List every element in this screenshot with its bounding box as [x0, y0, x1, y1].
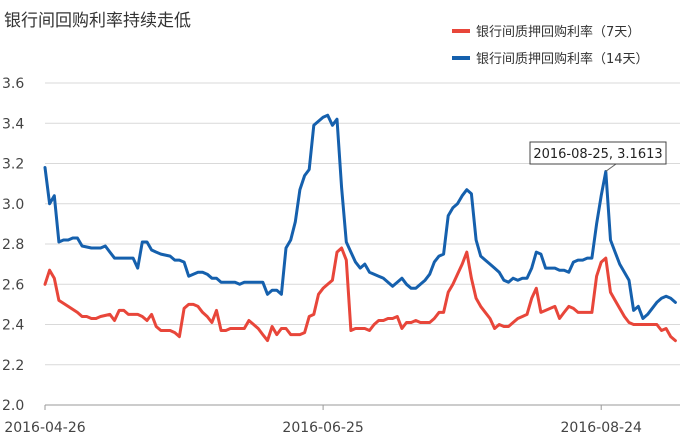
- y-tick-label: 2.4: [2, 318, 24, 334]
- y-tick-label: 3.0: [2, 197, 24, 213]
- chart-title: 银行间回购利率持续走低: [4, 11, 191, 31]
- series-line-14day: [43, 113, 677, 320]
- y-tick-label: 3.2: [2, 157, 24, 173]
- legend-swatch-14day: [452, 55, 470, 60]
- legend-item-14day: 银行间质押回购利率（14天）: [452, 48, 649, 67]
- x-tick-label: 2016-04-26: [4, 420, 85, 436]
- y-tick-label: 2.6: [2, 277, 24, 293]
- annotation-leader: [605, 163, 617, 172]
- legend-swatch-7day: [452, 28, 470, 33]
- legend-item-7day: 银行间质押回购利率（7天）: [452, 21, 640, 40]
- series-line-7day: [43, 246, 677, 343]
- x-tick-label: 2016-08-24: [561, 420, 642, 436]
- x-tick-label: 2016-06-25: [282, 420, 363, 436]
- legend-label-14day: 银行间质押回购利率（14天）: [476, 52, 649, 67]
- y-tick-label: 2.2: [2, 358, 24, 374]
- annotation-box: [529, 141, 667, 165]
- legend-label-7day: 银行间质押回购利率（7天）: [476, 25, 641, 40]
- annotation-label: 2016-08-25, 3.1613: [533, 147, 662, 162]
- y-tick-label: 2.0: [2, 398, 24, 414]
- y-tick-label: 2.8: [2, 237, 24, 253]
- y-tick-label: 3.6: [2, 76, 24, 92]
- y-tick-label: 3.4: [2, 116, 24, 132]
